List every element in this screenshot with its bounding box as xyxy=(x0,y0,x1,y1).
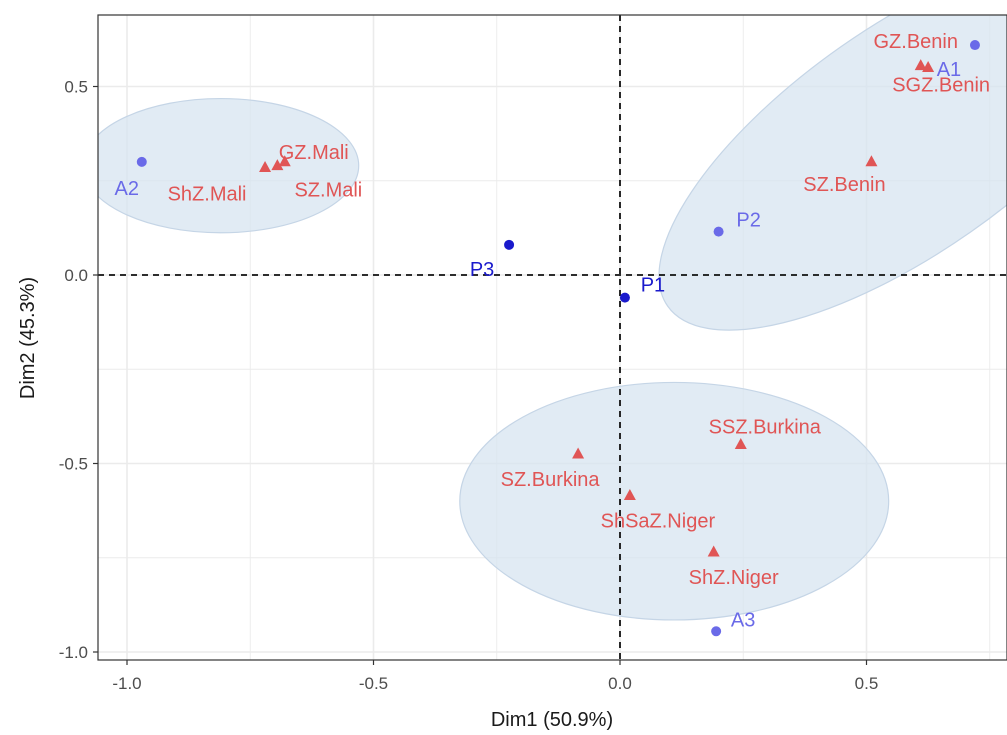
y-axis-title: Dim2 (45.3%) xyxy=(17,277,39,399)
point-label-sz-burkina: SZ.Burkina xyxy=(501,469,601,491)
point-label-p3: P3 xyxy=(470,259,494,281)
point-label-ssz-burkina: SSZ.Burkina xyxy=(709,417,822,439)
point-label-shz-niger: ShZ.Niger xyxy=(689,567,779,589)
y-tick-label: -1.0 xyxy=(59,643,88,662)
point-marker-sz-mali xyxy=(271,159,284,171)
point-marker-p3 xyxy=(504,239,515,250)
point-marker-shz-niger xyxy=(707,545,720,557)
point-marker-shsaz-niger xyxy=(623,488,636,500)
point-label-p1: P1 xyxy=(641,275,665,297)
point-marker-sz-benin xyxy=(865,155,878,167)
point-marker-gz-mali xyxy=(278,155,291,167)
plot-panel-border xyxy=(97,14,1007,661)
point-label-a2: A2 xyxy=(115,178,139,200)
cluster-ellipse-3 xyxy=(459,381,890,621)
x-axis-title: Dim1 (50.9%) xyxy=(491,709,613,731)
point-labels: GZ.Benin SGZ.Benin SZ.Benin GZ.Mali SZ.Mali S… xyxy=(115,31,990,632)
point-marker-a2 xyxy=(136,156,147,167)
point-marker-sgz-benin xyxy=(922,61,935,73)
point-label-sz-mali: SZ.Mali xyxy=(294,180,362,202)
point-marker-sz-burkina xyxy=(572,447,585,459)
point-label-p2: P2 xyxy=(736,210,760,232)
point-marker-ssz-burkina xyxy=(734,438,747,450)
point-marker-p1 xyxy=(619,292,630,303)
x-tick-label: 0.5 xyxy=(855,674,879,693)
point-label-gz-benin: GZ.Benin xyxy=(873,31,957,53)
point-marker-a1 xyxy=(969,40,980,51)
y-tick-label: 0.0 xyxy=(64,266,88,285)
point-label-shsaz-niger: ShSaZ.Niger xyxy=(601,511,716,533)
point-marker-gz-benin xyxy=(914,59,927,71)
point-label-shz-mali: ShZ.Mali xyxy=(168,184,247,206)
point-label-sgz-benin: SGZ.Benin xyxy=(892,75,990,97)
y-tick-label: -0.5 xyxy=(59,455,88,474)
cluster-ellipse-1 xyxy=(658,15,1007,331)
y-tick-label: 0.5 xyxy=(64,78,88,97)
cluster-ellipse-2 xyxy=(98,97,360,234)
point-marker-a3 xyxy=(711,626,722,637)
point-label-a1: A1 xyxy=(937,59,961,81)
point-label-a3: A3 xyxy=(731,609,755,631)
axes: -1.0 -0.5 0.0 0.5 -1.0 -0.5 0.0 0.5 xyxy=(59,78,879,694)
data-points xyxy=(136,40,980,637)
point-marker-shz-mali xyxy=(259,160,272,172)
point-label-sz-benin: SZ.Benin xyxy=(803,174,885,196)
x-tick-label: -0.5 xyxy=(359,674,388,693)
x-tick-label: 0.0 xyxy=(608,674,632,693)
x-tick-label: -1.0 xyxy=(112,674,141,693)
point-label-gz-mali: GZ.Mali xyxy=(279,142,349,164)
point-marker-p2 xyxy=(713,226,724,237)
reference-lines xyxy=(98,15,1007,660)
confidence-ellipses xyxy=(98,15,1007,621)
